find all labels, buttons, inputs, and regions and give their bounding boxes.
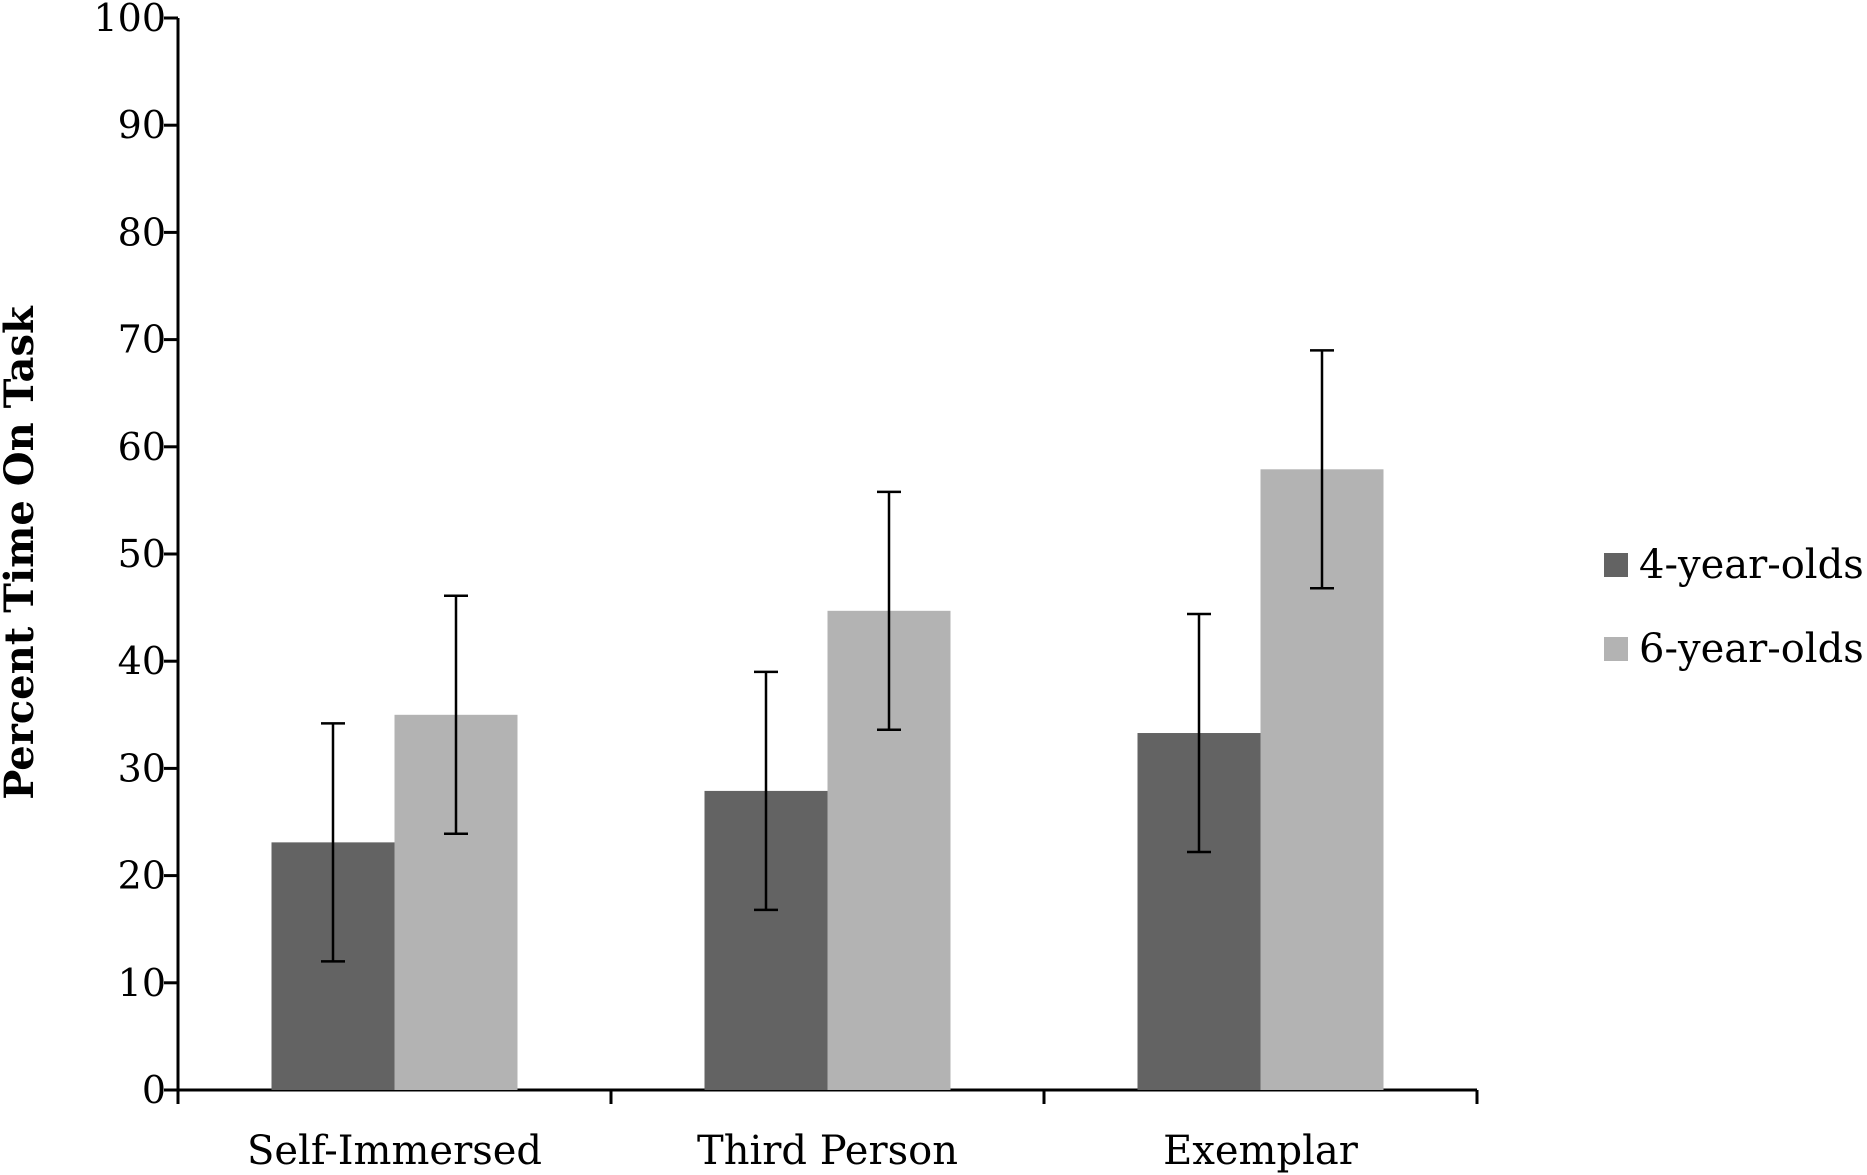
y-ticks: 0 10 20 30 40 50 60 70 80 90 100 xyxy=(93,0,178,1112)
x-category-label: Exemplar xyxy=(1163,1128,1359,1174)
y-tick-label: 80 xyxy=(118,210,166,254)
legend-swatch xyxy=(1604,553,1628,577)
y-tick-label: 30 xyxy=(118,746,166,790)
y-tick-label: 70 xyxy=(118,318,166,362)
y-tick-label: 90 xyxy=(118,103,166,147)
error-bar xyxy=(877,490,901,732)
error-bar xyxy=(1187,612,1211,854)
error-bar xyxy=(444,594,468,836)
error-bars xyxy=(321,349,1334,963)
y-tick-label: 50 xyxy=(118,532,166,576)
y-tick-label: 100 xyxy=(93,0,166,40)
legend-label: 4-year-olds xyxy=(1639,542,1864,588)
x-category-label: Self-Immersed xyxy=(247,1128,542,1174)
category-labels: Self-Immersed Third Person Exemplar xyxy=(247,1128,1359,1174)
bars xyxy=(271,469,1384,1090)
error-bar xyxy=(321,722,345,963)
y-tick-label: 20 xyxy=(118,854,166,898)
error-bar xyxy=(754,670,778,912)
y-tick-label: 60 xyxy=(118,425,166,469)
legend-swatch xyxy=(1604,637,1628,661)
y-tick-label: 40 xyxy=(118,639,166,683)
error-bar xyxy=(1310,349,1334,590)
legend: 4-year-olds 6-year-olds xyxy=(1604,542,1864,672)
x-category-label: Third Person xyxy=(697,1128,958,1174)
y-tick-label: 10 xyxy=(118,961,166,1005)
y-axis-label: Percent Time On Task xyxy=(0,305,43,800)
y-tick-label: 0 xyxy=(142,1068,166,1112)
legend-label: 6-year-olds xyxy=(1639,626,1864,672)
